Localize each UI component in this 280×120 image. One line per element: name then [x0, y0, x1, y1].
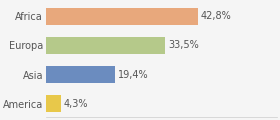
- Text: 33,5%: 33,5%: [168, 40, 199, 51]
- Bar: [46, 66, 115, 83]
- Text: 19,4%: 19,4%: [118, 69, 148, 80]
- Text: 42,8%: 42,8%: [201, 11, 232, 21]
- Bar: [46, 95, 61, 112]
- Bar: [46, 37, 165, 54]
- Text: 4,3%: 4,3%: [64, 99, 88, 109]
- Bar: [46, 8, 198, 25]
